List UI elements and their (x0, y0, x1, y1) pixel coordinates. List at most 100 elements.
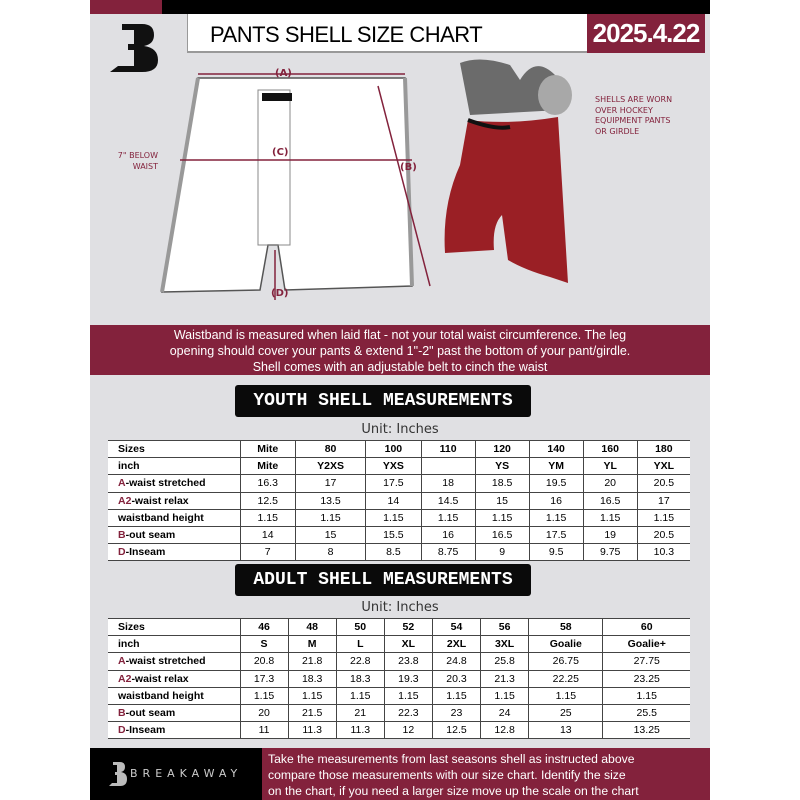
footer-line: on the chart, if you need a larger size … (268, 784, 639, 798)
table-cell: 25 (528, 704, 603, 723)
table-row: B-out seam 20 21.5 21 22.3 23 24 25 25.5 (108, 704, 690, 723)
table-cell: 3XL (480, 635, 529, 654)
table-cell: M (287, 635, 337, 654)
table-cell: 17.5 (528, 526, 584, 545)
table-row: Sizes Mite 80 100 110 120 140 160 180 (108, 439, 690, 459)
table-cell: Mite (239, 457, 296, 476)
measure-label: -waist stretched (125, 655, 206, 668)
table-cell: 12.8 (480, 721, 529, 740)
breakaway-small-logo-icon (109, 762, 127, 786)
table-cell: 18.5 (474, 474, 530, 493)
table-cell: 1.15 (239, 687, 289, 705)
table-cell: 18.3 (335, 670, 385, 688)
table-cell: 17 (294, 474, 366, 493)
table-cell: YXL (636, 457, 690, 476)
table-cell: 16 (528, 492, 584, 510)
shell-note: SHELLS ARE WORN OVER HOCKEY EQUIPMENT PA… (595, 95, 672, 137)
table-cell: 11.3 (287, 721, 337, 740)
table-cell: 15.5 (365, 526, 422, 545)
table-cell: 14 (365, 492, 422, 510)
table-cell: 25.5 (602, 704, 690, 723)
table-cell: 14.5 (420, 492, 476, 510)
table-cell: 20.5 (636, 526, 690, 545)
table-cell: 21.3 (480, 670, 529, 688)
table-cell: 1.15 (528, 687, 603, 705)
table-cell: 1.15 (335, 687, 385, 705)
table-cell: 16.5 (474, 526, 530, 545)
measure-code: A2 (118, 672, 132, 685)
row-label: Sizes (108, 617, 240, 637)
table-cell (420, 457, 476, 476)
measure-code: A2 (118, 494, 132, 507)
table-cell: 60 (602, 617, 690, 637)
breakaway-logo-icon (110, 24, 158, 72)
row-label: A-waist stretched (108, 474, 240, 493)
measure-label: -waist relax (131, 672, 189, 685)
table-cell: 1.15 (636, 509, 690, 527)
table-row: D-Inseam 11 11.3 11.3 12 12.5 12.8 13 13.25 (108, 721, 690, 740)
table-cell: 22.25 (528, 670, 603, 688)
table-cell: 15 (294, 526, 366, 545)
measure-code: B (118, 707, 126, 720)
table-cell: YM (528, 457, 584, 476)
table-cell: Mite (239, 439, 296, 459)
table-row: waistband height 1.15 1.15 1.15 1.15 1.15 1.15… (108, 687, 690, 705)
table-cell: YXS (365, 457, 422, 476)
table-cell: 16.5 (582, 492, 638, 510)
table-cell: L (335, 635, 385, 654)
measure-code: A (118, 477, 126, 490)
table-cell: 1.15 (602, 687, 690, 705)
measurement-banner: Waistband is measured when laid flat - n… (90, 325, 710, 375)
table-cell: Goalie (528, 635, 603, 654)
table-cell: 46 (239, 617, 289, 637)
row-label: B-out seam (108, 704, 240, 723)
top-bar-accent (90, 0, 162, 14)
page-title: PANTS SHELL SIZE CHART (187, 14, 587, 53)
row-label: Sizes (108, 439, 240, 459)
table-cell: 1.15 (294, 509, 366, 527)
table-cell: 80 (294, 439, 366, 459)
note-line: EQUIPMENT PANTS (595, 116, 671, 125)
table-cell: 24 (480, 704, 529, 723)
banner-line: Waistband is measured when laid flat - n… (173, 328, 627, 342)
table-cell: 1.15 (420, 509, 476, 527)
footer-line: Take the measurements from last seasons … (268, 752, 635, 766)
table-cell: 9.75 (582, 543, 638, 562)
table-cell: 20.5 (636, 474, 690, 493)
table-cell: 8.75 (420, 543, 476, 562)
table-cell: 1.15 (431, 687, 481, 705)
table-cell: 11.3 (335, 721, 385, 740)
table-cell: 18 (420, 474, 476, 493)
table-cell: 19.5 (528, 474, 584, 493)
note-line: SHELLS ARE WORN (595, 95, 673, 104)
note-line: WAIST (132, 162, 158, 171)
table-cell: 12.5 (239, 492, 296, 510)
table-cell: 8.5 (365, 543, 422, 562)
table-cell: 180 (636, 439, 690, 459)
table-cell: 26.75 (528, 652, 603, 671)
table-cell: 160 (582, 439, 638, 459)
row-label: waistband height (108, 687, 240, 705)
measure-label: waistband height (118, 511, 204, 524)
measure-label: -waist stretched (125, 477, 206, 490)
adult-section-title: ADULT SHELL MEASUREMENTS (235, 564, 531, 596)
table-cell: 1.15 (582, 509, 638, 527)
table-cell: S (239, 635, 289, 654)
table-cell: 13.25 (602, 721, 690, 740)
footer-line: compare those measurements with our size… (268, 768, 626, 782)
measure-code: B (118, 529, 126, 542)
table-row: inch S M L XL 2XL 3XL Goalie Goalie+ (108, 635, 690, 654)
row-label: A2-waist relax (108, 670, 240, 688)
table-cell: 1.15 (239, 509, 296, 527)
measure-label: -out seam (125, 707, 176, 720)
table-cell: Goalie+ (602, 635, 690, 654)
table-cell: 1.15 (474, 509, 530, 527)
table-cell: 13.5 (294, 492, 366, 510)
table-cell: 110 (420, 439, 476, 459)
below-waist-note: 7" BELOW WAIST (100, 150, 158, 172)
table-cell: 23.25 (602, 670, 690, 688)
table-cell: 2XL (431, 635, 481, 654)
row-label: D-Inseam (108, 721, 240, 740)
shell-photo (444, 59, 572, 283)
table-cell: 15 (474, 492, 530, 510)
